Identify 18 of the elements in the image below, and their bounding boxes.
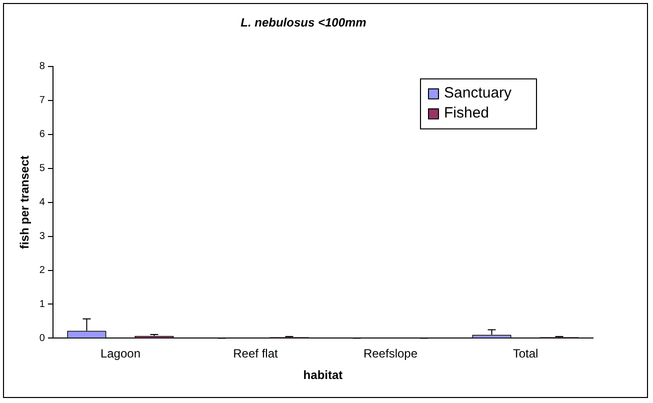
chart-title: L. nebulosus <100mm [240,16,367,30]
x-tick-label: Reef flat [233,346,278,361]
y-tick-label: 3 [39,231,46,242]
x-tick-label: Total [512,346,538,361]
y-tick-label: 8 [39,61,46,72]
legend-label: Fished [444,104,490,122]
y-tick-label: 2 [39,265,46,276]
x-tick-label: Reefslope [363,346,418,361]
x-tick-label: Lagoon [100,346,140,361]
legend-label: Sanctuary [444,84,512,102]
y-tick-label: 1 [39,298,46,310]
y-tick-label: 7 [39,95,46,106]
y-axis-title: fish per transect [18,156,32,249]
y-tick-label: 4 [39,197,46,208]
y-tick-label: 5 [39,163,46,174]
y-tick-label: 0 [39,332,46,344]
x-axis-title: habitat [303,368,343,382]
y-tick-label: 6 [39,129,46,140]
